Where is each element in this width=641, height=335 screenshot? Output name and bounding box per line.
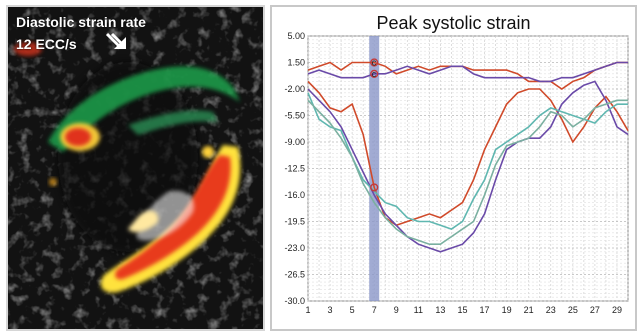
series-line-4 [307, 80, 629, 253]
x-tick-label: 9 [394, 305, 399, 315]
chart-title: Peak systolic strain [376, 13, 531, 33]
highlight-band [369, 36, 380, 301]
series-line-6 [307, 99, 628, 246]
strain-rate-image-panel: Diastolic strain rate 12 ECC/s [6, 5, 265, 331]
marker-3 [370, 183, 379, 192]
strain-rate-value: 12 ECC/s [16, 36, 77, 52]
y-tick-label: -30.0 [284, 296, 305, 306]
x-tick-label: 17 [480, 305, 490, 315]
y-tick-label: -2.00 [284, 84, 305, 94]
x-tick-label: 11 [414, 305, 423, 315]
x-tick-label: 21 [524, 305, 534, 315]
x-tick-label: 7 [372, 305, 377, 315]
marker-2 [370, 69, 379, 78]
x-tick-label: 19 [502, 305, 512, 315]
series-line-5 [307, 92, 628, 230]
y-tick-label: 1.50 [287, 58, 305, 68]
x-tick-label: 27 [590, 305, 600, 315]
double-arrow-down-right-icon [105, 32, 126, 49]
marker-1 [370, 58, 379, 67]
series-line-2 [307, 61, 628, 83]
strain-rate-image [8, 7, 263, 329]
x-tick-label: 3 [328, 305, 333, 315]
y-tick-label: -19.5 [284, 217, 305, 227]
x-tick-label: 13 [435, 305, 445, 315]
marker-label: c [372, 69, 377, 79]
x-tick-label: 15 [457, 305, 467, 315]
strain-rate-label: Diastolic strain rate [16, 14, 146, 30]
strain-chart-panel: Peak systolic strain 5.00 1.50 -2.00 -5.50 -… [270, 5, 637, 331]
y-tick-label: -26.5 [284, 270, 305, 280]
y-tick-label: -9.00 [284, 137, 305, 147]
y-tick-label: -23.0 [284, 243, 305, 253]
x-tick-label: 5 [350, 305, 355, 315]
x-tick-label: 25 [568, 305, 578, 315]
x-tick-label: 1 [305, 305, 310, 315]
x-tick-label: 23 [546, 305, 556, 315]
series-line-3 [307, 80, 629, 227]
series-line-1 [307, 61, 628, 90]
x-tick-label: 29 [612, 305, 622, 315]
y-tick-label: 5.00 [287, 31, 305, 41]
marker-label: c [372, 58, 377, 68]
y-tick-label: -5.50 [284, 111, 305, 121]
y-tick-label: -12.5 [284, 164, 305, 174]
strain-line-chart: 5.00 1.50 -2.00 -5.50 -9.00 -12.5 -16.0 -19.5 -2… [284, 31, 629, 315]
y-tick-label: -16.0 [284, 190, 305, 200]
